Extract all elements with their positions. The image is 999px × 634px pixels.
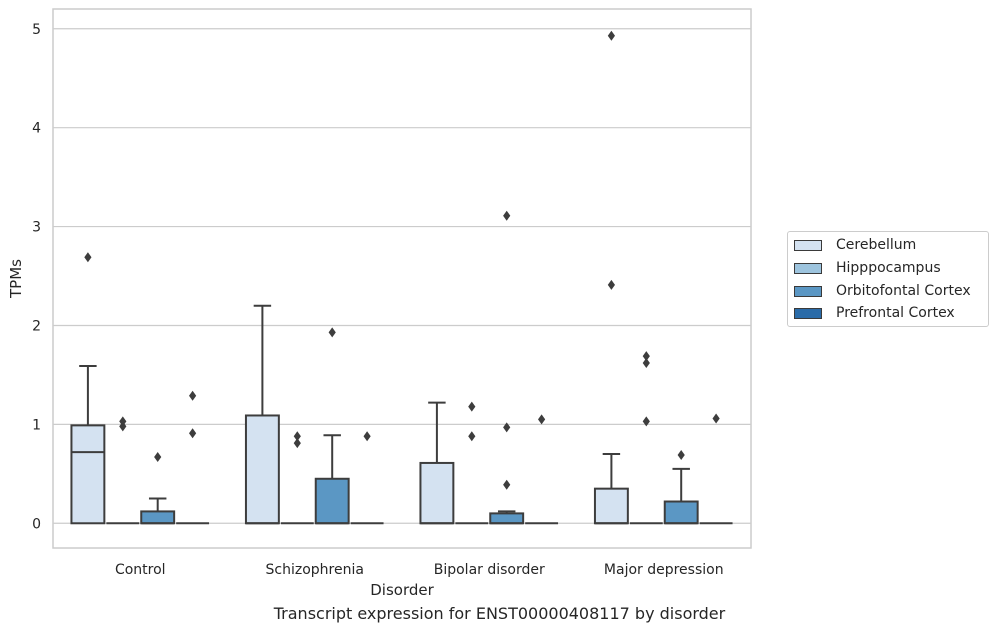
legend-label-hippocampus: Hipppocampus <box>836 260 941 276</box>
legend-item-cerebellum: Cerebellum <box>794 236 916 254</box>
legend-item-hippocampus: Hipppocampus <box>794 259 941 277</box>
outlier-point <box>328 327 336 338</box>
y-tick-label: 0 <box>32 516 41 532</box>
legend-item-prefrontal: Prefrontal Cortex <box>794 304 955 322</box>
figure-caption: Transcript expression for ENST0000040811… <box>273 604 726 623</box>
x-tick-label: Schizophrenia <box>266 562 364 578</box>
outlier-point <box>119 416 127 427</box>
x-axis-label: Disorder <box>370 581 434 599</box>
legend-swatch-orbitofrontal <box>794 285 822 297</box>
outlier-point <box>363 431 371 442</box>
outlier-point <box>642 351 650 362</box>
plot-frame <box>52 8 752 549</box>
box <box>419 461 455 525</box>
legend-swatch-cerebellum <box>794 239 822 251</box>
outlier-point <box>503 479 511 490</box>
outlier-point <box>293 431 301 442</box>
outlier-point <box>503 422 511 433</box>
box <box>663 500 699 525</box>
outlier-point <box>642 416 650 427</box>
y-tick-label: 3 <box>32 220 41 236</box>
legend-item-orbitofrontal: Orbitofontal Cortex <box>794 282 971 300</box>
y-tick-label: 1 <box>32 417 41 433</box>
box <box>489 512 525 525</box>
box <box>140 510 176 525</box>
outlier-point <box>607 30 615 41</box>
legend-label-orbitofrontal: Orbitofontal Cortex <box>836 283 971 299</box>
outlier-point <box>189 428 197 439</box>
legend-swatch-prefrontal <box>794 307 822 319</box>
outlier-point <box>154 452 162 463</box>
legend-label-cerebellum: Cerebellum <box>836 237 917 253</box>
outlier-point <box>712 413 720 424</box>
outlier-point <box>468 431 476 442</box>
y-axis-label: TPMs <box>7 259 25 299</box>
y-tick-label: 2 <box>32 318 41 334</box>
box <box>314 477 350 525</box>
legend: Cerebellum Hipppocampus Orbitofontal Cor… <box>787 231 989 327</box>
outlier-point <box>293 438 301 449</box>
outlier-point <box>468 401 476 412</box>
outlier-point <box>677 450 685 461</box>
x-tick-label: Control <box>115 562 166 578</box>
box <box>244 414 280 525</box>
y-tick-label: 4 <box>32 121 41 137</box>
y-tick-label: 5 <box>32 22 41 38</box>
outlier-point <box>642 358 650 369</box>
outlier-point <box>503 210 511 221</box>
outlier-point <box>538 414 546 425</box>
legend-label-prefrontal: Prefrontal Cortex <box>836 305 955 321</box>
outlier-point <box>607 279 615 290</box>
outlier-point <box>189 390 197 401</box>
outlier-point <box>84 252 92 263</box>
x-tick-label: Major depression <box>604 562 724 578</box>
box <box>593 487 629 525</box>
x-tick-label: Bipolar disorder <box>434 562 545 578</box>
box <box>70 424 106 525</box>
legend-swatch-hippocampus <box>794 262 822 274</box>
